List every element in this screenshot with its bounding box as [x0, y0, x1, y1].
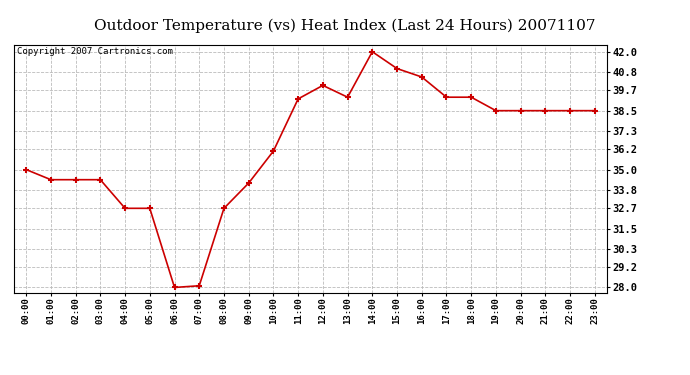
Text: Outdoor Temperature (vs) Heat Index (Last 24 Hours) 20071107: Outdoor Temperature (vs) Heat Index (Las… — [95, 19, 595, 33]
Text: Copyright 2007 Cartronics.com: Copyright 2007 Cartronics.com — [17, 48, 172, 57]
